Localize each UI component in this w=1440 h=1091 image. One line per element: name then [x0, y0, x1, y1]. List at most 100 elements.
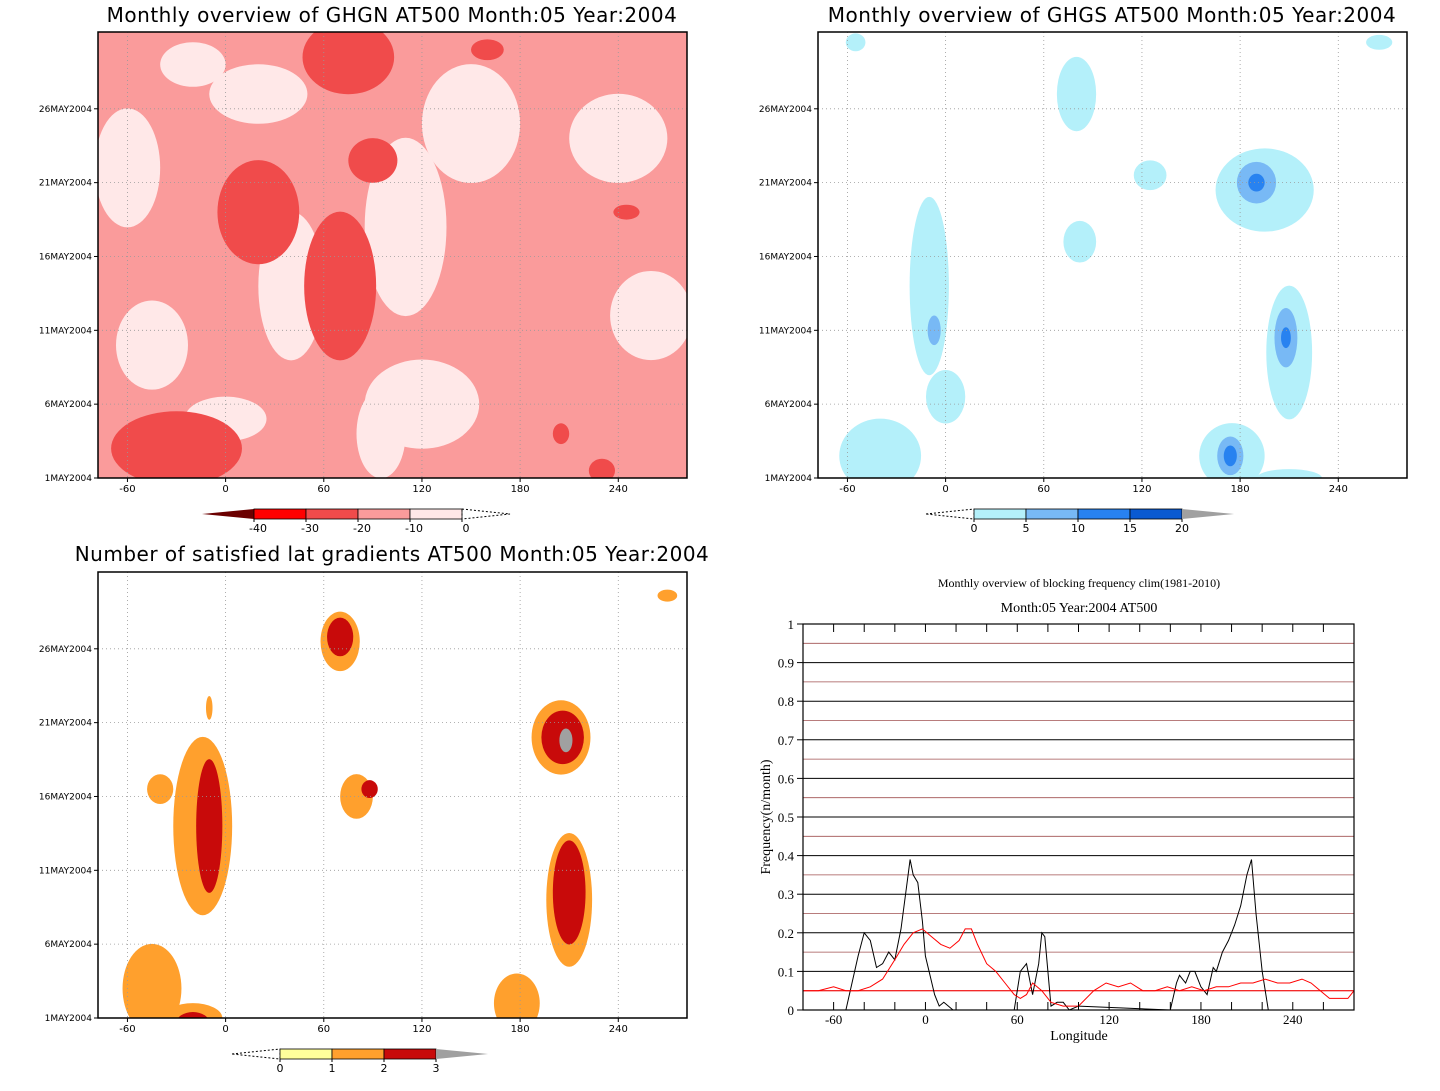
gradients-colorbar: 0 1 2 3	[231, 1048, 488, 1075]
gradients-axes: -60 0 60 120 180 240 1MAY2004 6MAY2004 11MAY2004…	[39, 645, 628, 1035]
x-tick-label: 0	[922, 1012, 929, 1027]
contour-region	[1223, 445, 1237, 467]
y-tick-label: 11MAY2004	[39, 866, 92, 876]
colorbar-segment	[253, 508, 307, 520]
colorbar-label: 10	[1071, 522, 1085, 535]
contour-region	[552, 423, 570, 445]
colorbar-label: 2	[381, 1062, 388, 1075]
x-tick-label: 120	[1132, 484, 1151, 495]
y-tick-label: 21MAY2004	[39, 719, 92, 729]
x-tick-label: 60	[1037, 484, 1050, 495]
x-tick-label: -60	[119, 484, 135, 495]
colorbar-label: 15	[1123, 522, 1137, 535]
y-tick-label: 21MAY2004	[759, 179, 812, 189]
y-tick-label: 16MAY2004	[759, 252, 812, 262]
contour-region	[1056, 56, 1097, 132]
contour-region	[909, 196, 949, 376]
contour-region	[552, 840, 586, 945]
colorbar-segment	[409, 508, 463, 520]
ghgn-colorbar: -40 -30 -20 -10 0	[202, 508, 511, 535]
y-tick-label: 0.8	[778, 694, 794, 709]
contour-region	[302, 32, 395, 95]
colorbar-label: 0	[277, 1062, 284, 1075]
contour-region	[1248, 173, 1265, 192]
colorbar-label: -30	[301, 522, 319, 535]
y-tick-label: 6MAY2004	[45, 940, 93, 950]
gradients-panel: Number of satisfied lat gradients AT500 …	[39, 542, 709, 1075]
contour-region	[205, 695, 213, 720]
y-tick-label: 1	[788, 617, 795, 632]
y-tick-label: 1MAY2004	[45, 1014, 93, 1024]
ghgs-axes: -60 0 60 120 180 240 1MAY2004 6MAY2004 11MAY2004…	[759, 105, 1348, 495]
colorbar-left-triangle	[231, 1048, 281, 1060]
ghgn-axes: -60 0 60 120 180 240 1MAY2004 6MAY2004 11MAY2004…	[39, 105, 628, 495]
x-tick-label: -60	[825, 1012, 842, 1027]
blocking-subtitle: Month:05 Year:2004 AT500	[1001, 601, 1158, 616]
y-tick-label: 26MAY2004	[39, 105, 92, 115]
contour-region	[559, 728, 573, 753]
red-series-line	[803, 928, 1354, 1007]
y-tick-label: 6MAY2004	[765, 400, 813, 410]
ghgs-colorbar: 0 5 10 15 20	[925, 508, 1234, 535]
blocking-frequency-panel: Monthly overview of blocking frequency c…	[759, 576, 1355, 1044]
blocking-lines	[803, 859, 1354, 1010]
blocking-title: Monthly overview of blocking frequency c…	[938, 576, 1220, 590]
contour-region	[845, 33, 866, 52]
colorbar-right-triangle	[461, 508, 511, 520]
colorbar-segment	[973, 508, 1027, 520]
ghgs-field	[818, 32, 1407, 478]
colorbar-label: 3	[433, 1062, 440, 1075]
x-tick-label: 60	[317, 484, 330, 495]
y-tick-label: 21MAY2004	[39, 179, 92, 189]
x-tick-label: -60	[119, 1024, 135, 1035]
contour-region	[111, 411, 242, 478]
contour-region	[163, 1003, 223, 1018]
ghgs-panel: Monthly overview of GHGS AT500 Month:05 …	[759, 3, 1408, 535]
y-tick-label: 1MAY2004	[45, 474, 93, 484]
contour-region	[217, 160, 300, 265]
contour-region	[588, 458, 616, 478]
ghgn-pale-region	[115, 300, 188, 390]
x-tick-label: 180	[511, 1024, 530, 1035]
colorbar-right-triangle	[1182, 509, 1234, 519]
contour-region	[493, 973, 540, 1018]
colorbar-segment	[1077, 508, 1131, 520]
ghgn-panel: Monthly overview of GHGN AT500 Month:05 …	[39, 3, 688, 535]
colorbar-segment	[331, 1048, 385, 1060]
colorbar-label: -40	[249, 522, 267, 535]
ghgs-frame	[817, 31, 1408, 479]
gradients-field	[98, 572, 687, 1018]
x-tick-label: 180	[1191, 1012, 1211, 1027]
y-tick-label: 0	[788, 1003, 795, 1018]
x-tick-label: 60	[1011, 1012, 1024, 1027]
x-tick-label: 240	[1283, 1012, 1303, 1027]
colorbar-label: 1	[329, 1062, 336, 1075]
colorbar-segment	[383, 1048, 437, 1060]
y-tick-label: 0.6	[778, 771, 795, 786]
contour-region	[122, 943, 182, 1018]
blocking-xlabel: Longitude	[1050, 1029, 1108, 1044]
y-tick-label: 16MAY2004	[39, 252, 92, 262]
gradients-title: Number of satisfied lat gradients AT500 …	[75, 542, 710, 566]
colorbar-segment	[1129, 508, 1183, 520]
y-tick-label: 11MAY2004	[759, 326, 812, 336]
ghgn-frame	[97, 31, 688, 479]
blocking-gridlines	[803, 642, 1354, 992]
x-tick-label: 0	[942, 484, 948, 495]
contour-region	[1281, 327, 1291, 349]
ghgn-title: Monthly overview of GHGN AT500 Month:05 …	[107, 3, 678, 27]
ghgn-pale-region	[209, 64, 308, 124]
colorbar-label: -10	[405, 522, 423, 535]
x-tick-label: 180	[1231, 484, 1250, 495]
colorbar-segment	[357, 508, 411, 520]
contour-region	[657, 589, 678, 602]
ghgn-pale-region	[569, 93, 668, 183]
y-tick-label: 6MAY2004	[45, 400, 93, 410]
x-tick-label: 0	[222, 1024, 228, 1035]
y-tick-label: 0.2	[778, 926, 794, 941]
colorbar-label: 0	[971, 522, 978, 535]
y-tick-label: 26MAY2004	[759, 105, 812, 115]
contour-region	[1366, 34, 1393, 50]
contour-region	[178, 1012, 208, 1018]
